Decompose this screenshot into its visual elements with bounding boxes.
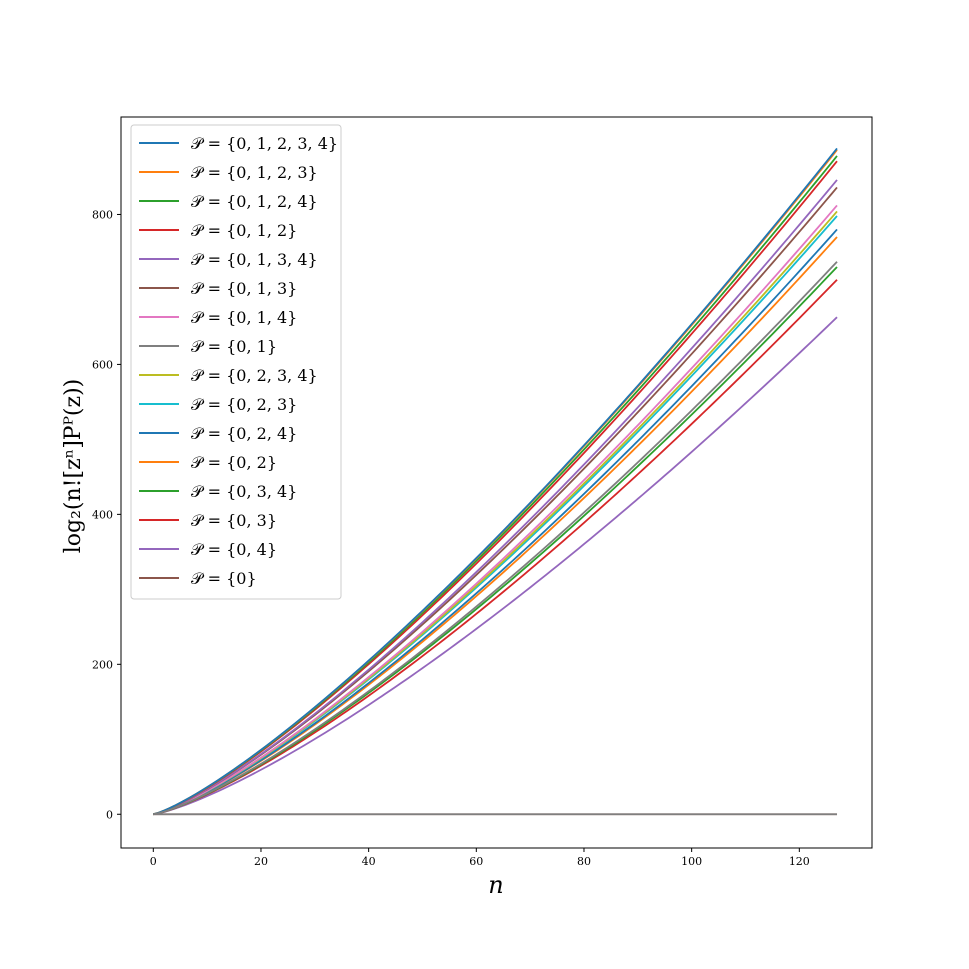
- series-line: [153, 316, 838, 816]
- legend-entry-label: 𝒫 = {0}: [191, 569, 257, 588]
- x-axis: 0 20 40 60 80 100 120: [150, 848, 810, 868]
- series-line: [153, 179, 838, 816]
- legend-entry-label: 𝒫 = {0, 2, 4}: [191, 424, 297, 443]
- legend-entry-label: 𝒫 = {0, 1, 2, 3}: [191, 163, 318, 182]
- plot-frame: [120, 116, 873, 849]
- legend-entry-label: 𝒫 = {0, 1, 4}: [191, 308, 297, 327]
- series-layer: [153, 147, 838, 816]
- legend-entry-label: 𝒫 = {0, 4}: [191, 540, 277, 559]
- series-line: [153, 279, 838, 816]
- y-tick-label: 600: [92, 358, 113, 371]
- y-tick-label: 400: [92, 508, 113, 521]
- series-line: [153, 261, 838, 816]
- legend-entry-label: 𝒫 = {0, 1, 3, 4}: [191, 250, 318, 269]
- legend-entry-label: 𝒫 = {0, 1, 2, 4}: [191, 192, 318, 211]
- legend-entry-label: 𝒫 = {0, 1, 2, 3, 4}: [191, 134, 338, 153]
- x-tick-label: 100: [681, 855, 702, 868]
- x-tick-label: 0: [150, 855, 157, 868]
- legend-entry-label: 𝒫 = {0, 2, 3}: [191, 395, 297, 414]
- x-tick-label: 120: [789, 855, 810, 868]
- series-line: [153, 204, 838, 816]
- x-tick-label: 20: [254, 855, 268, 868]
- y-tick-label: 200: [92, 658, 113, 671]
- y-tick-label: 800: [92, 208, 113, 221]
- x-tick-label: 40: [362, 855, 376, 868]
- x-tick-label: 80: [577, 855, 591, 868]
- y-axis: 0 200 400 600 800: [92, 208, 121, 821]
- legend-entry-label: 𝒫 = {0, 1}: [191, 337, 277, 356]
- y-axis-label: log₂(n![zⁿ]Pᴾ(z)): [61, 379, 86, 554]
- series-line: [153, 147, 838, 816]
- legend-entry-label: 𝒫 = {0, 3, 4}: [191, 482, 297, 501]
- series-line: [153, 228, 838, 816]
- legend: 𝒫 = {0, 1, 2, 3, 4} 𝒫 = {0, 1, 2, 3} 𝒫 = {…: [130, 124, 342, 600]
- legend-entry-label: 𝒫 = {0, 1, 2}: [191, 221, 297, 240]
- y-tick-label: 0: [106, 808, 113, 821]
- legend-entry-label: 𝒫 = {0, 3}: [191, 511, 277, 530]
- legend-box: [130, 124, 342, 600]
- x-tick-label: 60: [469, 855, 483, 868]
- legend-entry-label: 𝒫 = {0, 1, 3}: [191, 279, 297, 298]
- legend-entry-label: 𝒫 = {0, 2, 3, 4}: [191, 366, 318, 385]
- x-axis-label: n: [488, 871, 503, 899]
- legend-entry-label: 𝒫 = {0, 2}: [191, 453, 277, 472]
